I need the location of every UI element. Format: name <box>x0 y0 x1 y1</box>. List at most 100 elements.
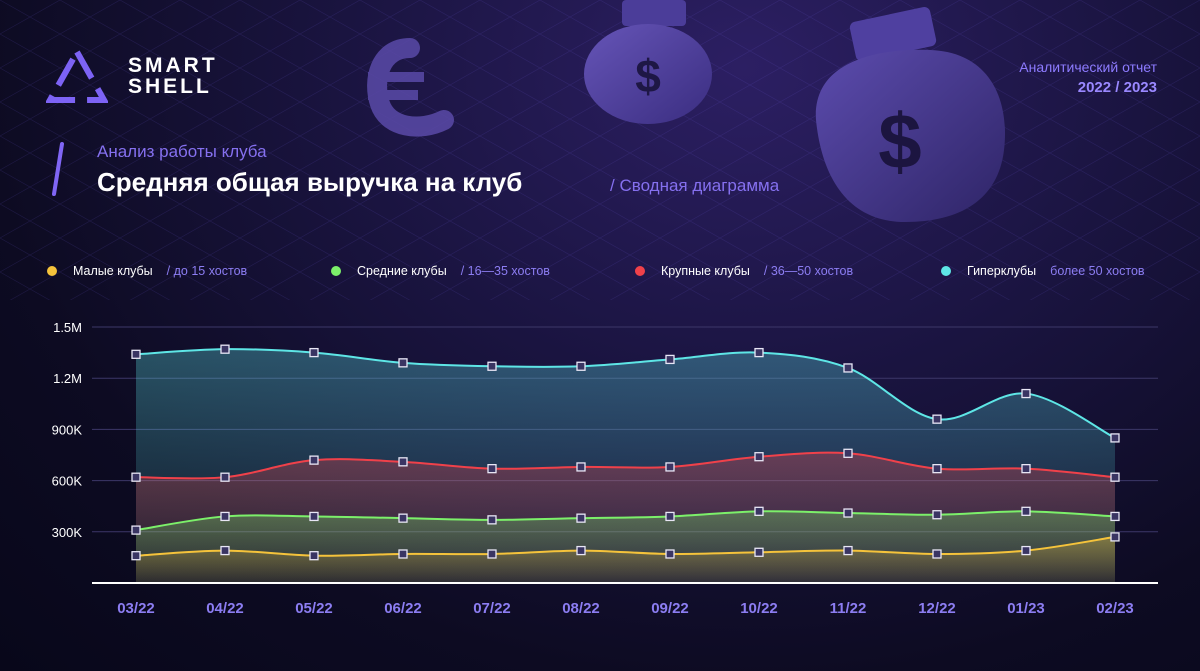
legend-item-hyper-clubs: Гиперклубы более 50 хостов <box>941 264 1145 278</box>
data-point <box>1110 532 1120 542</box>
legend-dot <box>941 266 951 276</box>
smartshell-logo-icon <box>46 48 108 103</box>
brand-line-2: SHELL <box>128 75 212 98</box>
page-title: Средняя общая выручка на клуб <box>97 167 523 197</box>
svg-text:$: $ <box>635 50 661 102</box>
data-point <box>1110 472 1120 482</box>
data-point <box>576 462 586 472</box>
y-tick-label: 1.5M <box>53 320 82 335</box>
data-point <box>932 464 942 474</box>
page-title-note: / Сводная диаграмма <box>610 176 780 195</box>
data-point <box>309 511 319 522</box>
legend-dot <box>635 266 645 276</box>
y-tick-label: 600K <box>52 474 83 489</box>
data-point <box>1021 464 1031 474</box>
brand-logo: SMART SHELL <box>46 48 218 104</box>
series-area <box>136 536 1115 583</box>
legend-range: более 50 хостов <box>1050 264 1145 278</box>
legend-dot <box>331 266 341 276</box>
data-point <box>1021 506 1031 516</box>
y-tick-label: 900K <box>52 422 83 437</box>
x-tick-label: 11/22 <box>830 600 867 617</box>
x-tick-label: 04/22 <box>206 600 244 617</box>
x-tick-label: 02/23 <box>1096 600 1134 617</box>
data-point <box>1110 511 1120 522</box>
report-period: Аналитический отчет 2022 / 2023 <box>1019 59 1157 96</box>
data-point <box>487 361 497 371</box>
legend-name: Гиперклубы <box>967 264 1037 278</box>
legend-name: Средние клубы <box>357 264 447 278</box>
data-point <box>220 511 230 522</box>
legend-item-large-clubs: Крупные клубы / 36—50 хостов <box>635 264 853 278</box>
x-tick-label: 08/22 <box>562 600 600 617</box>
legend-item-small-clubs: Малые клубы / до 15 хостов <box>47 264 247 278</box>
data-point <box>576 545 586 556</box>
legend-dot <box>47 266 57 276</box>
data-point <box>665 354 675 365</box>
data-point <box>398 513 408 523</box>
dollar-bag-small-icon: $ <box>584 0 712 124</box>
data-point <box>398 358 408 368</box>
series-line <box>135 510 1116 532</box>
series-line <box>135 535 1116 557</box>
x-tick-label: 01/23 <box>1007 600 1045 617</box>
title-slash-decoration <box>52 142 64 196</box>
decorative-money-bags: $ $ <box>367 0 1006 223</box>
legend-range: / до 15 хостов <box>166 264 248 278</box>
data-point <box>843 508 853 518</box>
data-point <box>487 464 497 474</box>
data-point <box>1021 545 1031 556</box>
legend-range: / 36—50 хостов <box>763 264 854 278</box>
x-tick-label: 05/22 <box>295 600 333 617</box>
x-tick-label: 10/22 <box>740 600 778 617</box>
data-point <box>220 472 230 482</box>
svg-text:$: $ <box>878 97 921 185</box>
data-point <box>220 545 230 556</box>
data-point <box>843 448 853 458</box>
data-point <box>131 349 141 359</box>
data-point <box>309 347 319 358</box>
legend-item-medium-clubs: Средние клубы / 16—35 хостов <box>331 264 550 278</box>
x-tick-label: 07/22 <box>473 600 511 617</box>
data-point <box>665 462 675 472</box>
series-line <box>135 451 1116 480</box>
x-tick-label: 03/22 <box>117 600 155 617</box>
euro-icon <box>367 38 454 137</box>
legend-name: Крупные клубы <box>661 264 750 278</box>
x-tick-label: 09/22 <box>651 600 689 617</box>
data-point <box>131 551 141 561</box>
data-point <box>398 549 408 559</box>
data-point <box>843 363 853 373</box>
data-point <box>220 344 230 354</box>
data-point <box>665 549 675 559</box>
data-point <box>932 549 942 559</box>
brand-line-1: SMART <box>128 54 218 77</box>
page-subtitle: Анализ работы клуба <box>97 142 267 161</box>
legend-name: Малые клубы <box>73 264 153 278</box>
data-point <box>754 506 764 516</box>
y-tick-label: 1.2M <box>53 371 82 386</box>
data-point <box>932 414 942 424</box>
legend-range: / 16—35 хостов <box>460 264 550 278</box>
report-label: Аналитический отчет <box>1019 59 1157 75</box>
data-point <box>131 472 141 482</box>
y-tick-label: 300K <box>52 525 83 540</box>
data-point <box>576 361 586 371</box>
data-point <box>131 525 141 535</box>
dollar-bag-large-icon: $ <box>815 7 1006 223</box>
data-point <box>576 513 586 523</box>
data-point <box>932 510 942 520</box>
data-point <box>309 551 319 561</box>
data-point <box>1021 388 1031 399</box>
x-tick-label: 06/22 <box>384 600 422 617</box>
data-point <box>843 545 853 556</box>
data-point <box>309 455 319 465</box>
data-point <box>1110 433 1120 443</box>
x-tick-label: 12/22 <box>918 600 956 617</box>
data-point <box>487 515 497 525</box>
data-point <box>665 511 675 522</box>
data-point <box>754 452 764 462</box>
data-point <box>487 549 497 559</box>
revenue-line-chart: 300K 600K 900K 1.2M 1.5M 03/22 04/22 05/22 06/22… <box>52 320 1158 617</box>
data-point <box>754 547 764 557</box>
